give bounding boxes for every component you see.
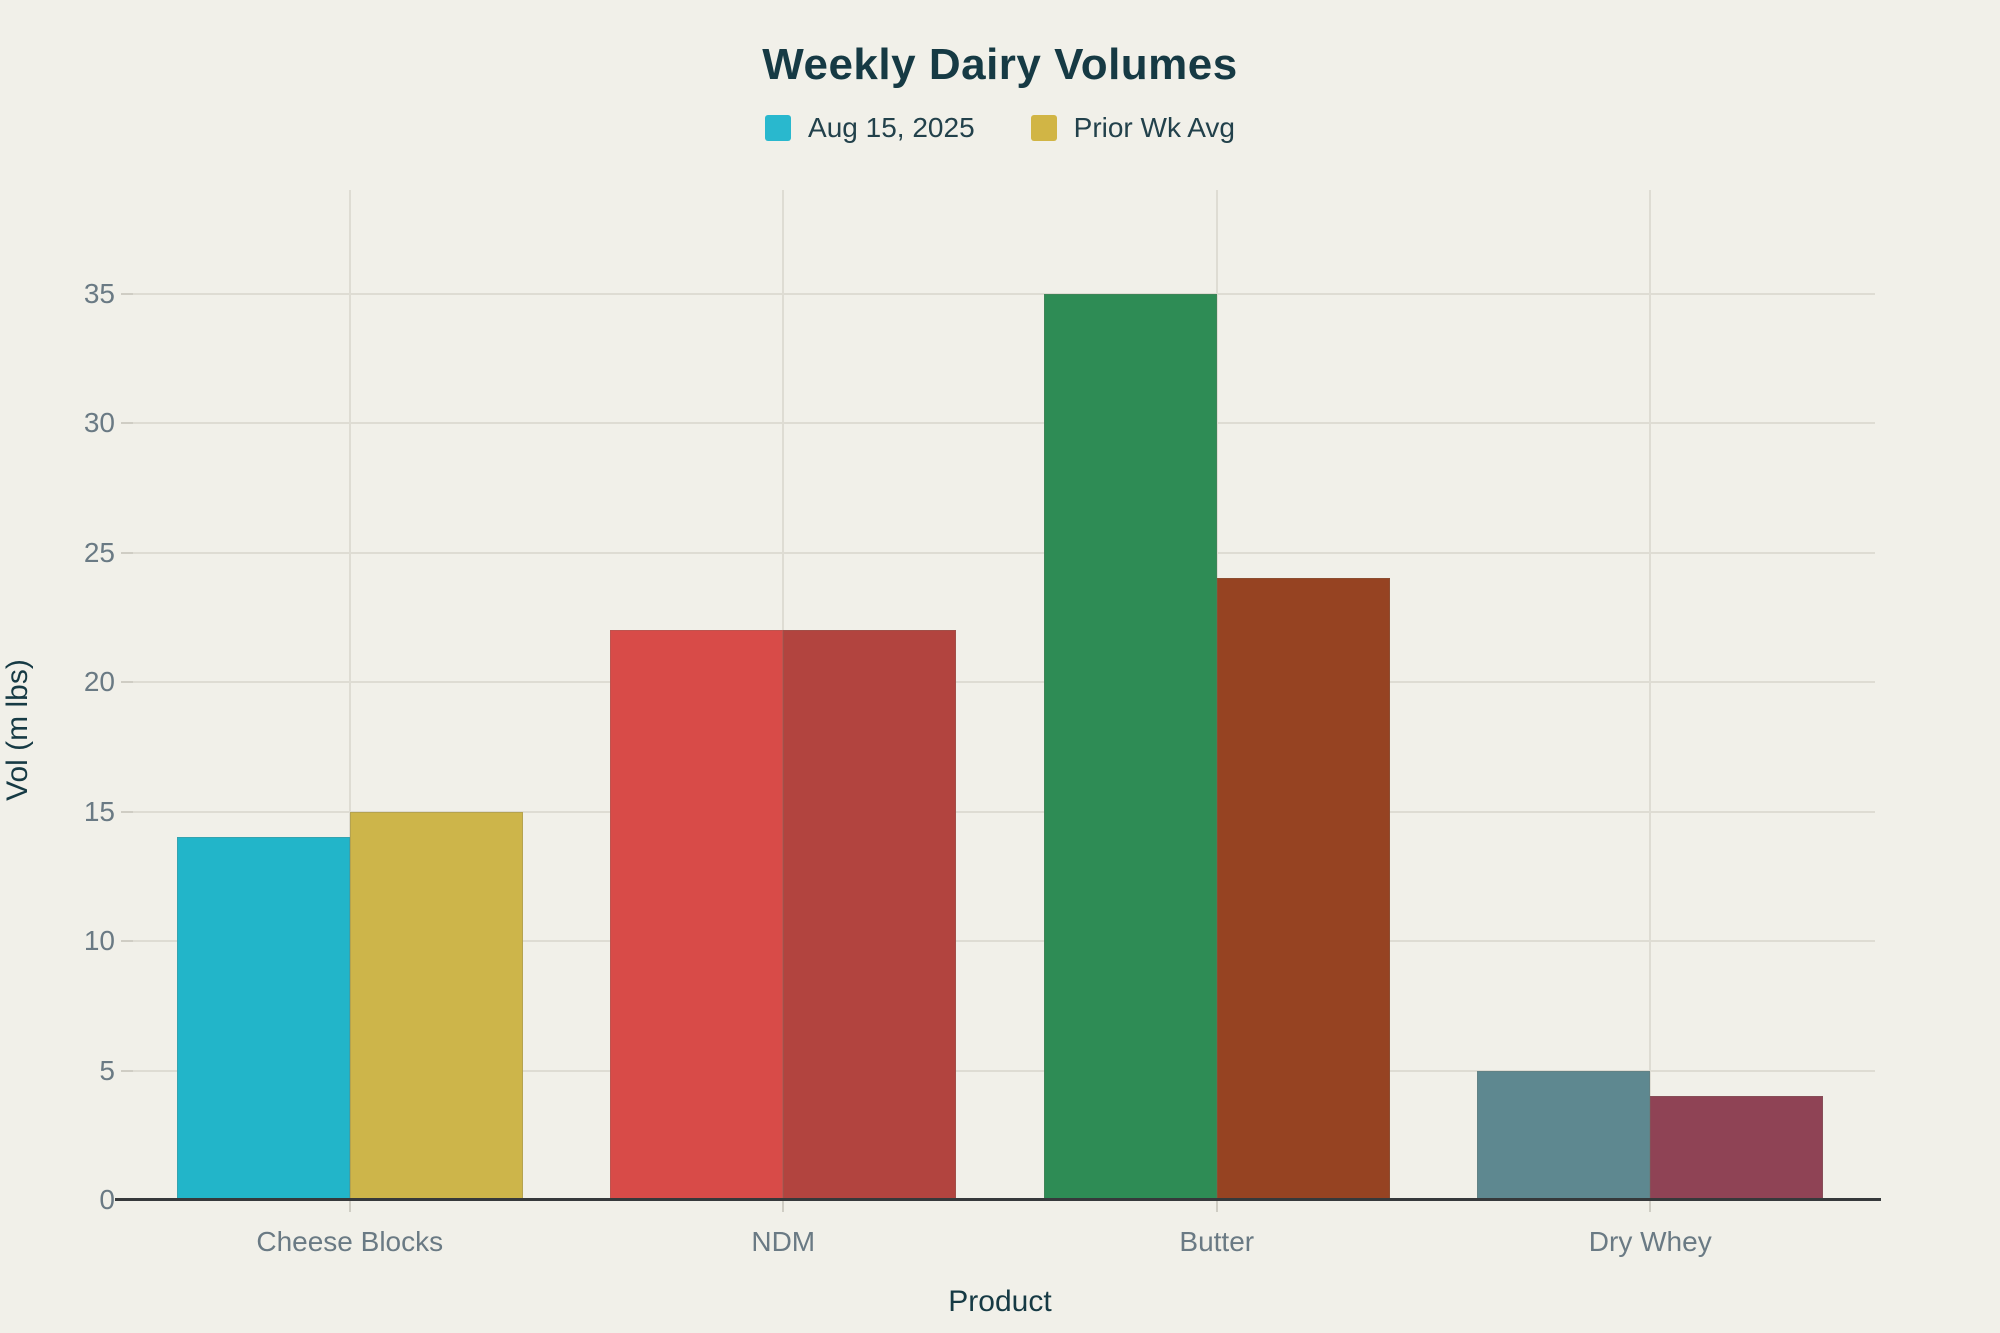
- chart-title: Weekly Dairy Volumes: [762, 40, 1238, 89]
- gridline-x-dry-whey: [1649, 190, 1652, 1200]
- x-tick-mark-ndm: [782, 1200, 785, 1212]
- gridline-y-25: [133, 551, 1875, 554]
- y-tick-label-10: 10: [83, 925, 115, 956]
- y-tick-mark-10: [121, 940, 133, 942]
- y-tick-mark-5: [121, 1069, 133, 1072]
- bar-ndm-aug-15-2025[interactable]: [610, 630, 784, 1200]
- bar-cheese-blocks-aug-15-2025[interactable]: [176, 837, 350, 1200]
- gridline-x-cheese-blocks: [348, 190, 351, 1200]
- legend-label: Prior Wk Avg: [1073, 112, 1235, 143]
- y-tick-label-5: 5: [99, 1054, 115, 1086]
- y-axis-title: Vol (m lbs): [1, 659, 34, 801]
- chart-legend: Aug 15, 2025 Prior Wk Avg: [0, 112, 2000, 144]
- gridline-y-35: [133, 292, 1875, 295]
- x-axis-title: Product: [948, 1285, 1052, 1318]
- y-tick-mark-25: [121, 551, 133, 554]
- x-tick-label-butter: Butter: [1179, 1226, 1255, 1257]
- y-tick-mark-30: [121, 422, 133, 424]
- x-tick-mark-dry-whey: [1649, 1200, 1652, 1212]
- bar-dry-whey-prior-wk-avg[interactable]: [1650, 1096, 1824, 1200]
- gridline-y-30: [133, 422, 1875, 424]
- bar-butter-prior-wk-avg[interactable]: [1216, 578, 1390, 1200]
- x-tick-label-dry-whey: Dry Whey: [1588, 1226, 1712, 1257]
- bar-ndm-prior-wk-avg[interactable]: [783, 630, 957, 1200]
- y-tick-mark-35: [121, 292, 133, 295]
- gridline-y-20: [133, 681, 1875, 683]
- y-tick-label-15: 15: [83, 795, 115, 827]
- x-tick-mark-cheese-blocks: [348, 1200, 351, 1212]
- y-tick-label-0: 0: [99, 1184, 115, 1215]
- gridline-y-10: [133, 940, 1875, 942]
- y-tick-mark-15: [121, 810, 133, 813]
- y-tick-label-35: 35: [83, 277, 115, 309]
- x-tick-label-cheese-blocks: Cheese Blocks: [256, 1226, 444, 1257]
- x-tick-label-ndm: NDM: [751, 1226, 816, 1257]
- y-tick-label-20: 20: [83, 666, 115, 697]
- y-tick-mark-20: [121, 681, 133, 683]
- x-axis-line: [115, 1198, 1881, 1201]
- legend-item-aug-15-2025[interactable]: Aug 15, 2025: [765, 112, 975, 144]
- x-tick-mark-butter: [1215, 1200, 1218, 1212]
- legend-label: Aug 15, 2025: [808, 112, 975, 143]
- gridline-y-15: [133, 810, 1875, 813]
- gridline-y-5: [133, 1069, 1875, 1072]
- y-tick-label-25: 25: [83, 536, 115, 568]
- y-tick-label-30: 30: [83, 407, 115, 438]
- bar-cheese-blocks-prior-wk-avg[interactable]: [349, 811, 523, 1200]
- legend-item-prior-wk-avg[interactable]: Prior Wk Avg: [1030, 112, 1235, 144]
- legend-swatch-icon: [765, 115, 792, 141]
- bar-dry-whey-aug-15-2025[interactable]: [1477, 1070, 1651, 1200]
- bar-butter-aug-15-2025[interactable]: [1043, 293, 1217, 1200]
- legend-swatch-icon: [1030, 115, 1057, 141]
